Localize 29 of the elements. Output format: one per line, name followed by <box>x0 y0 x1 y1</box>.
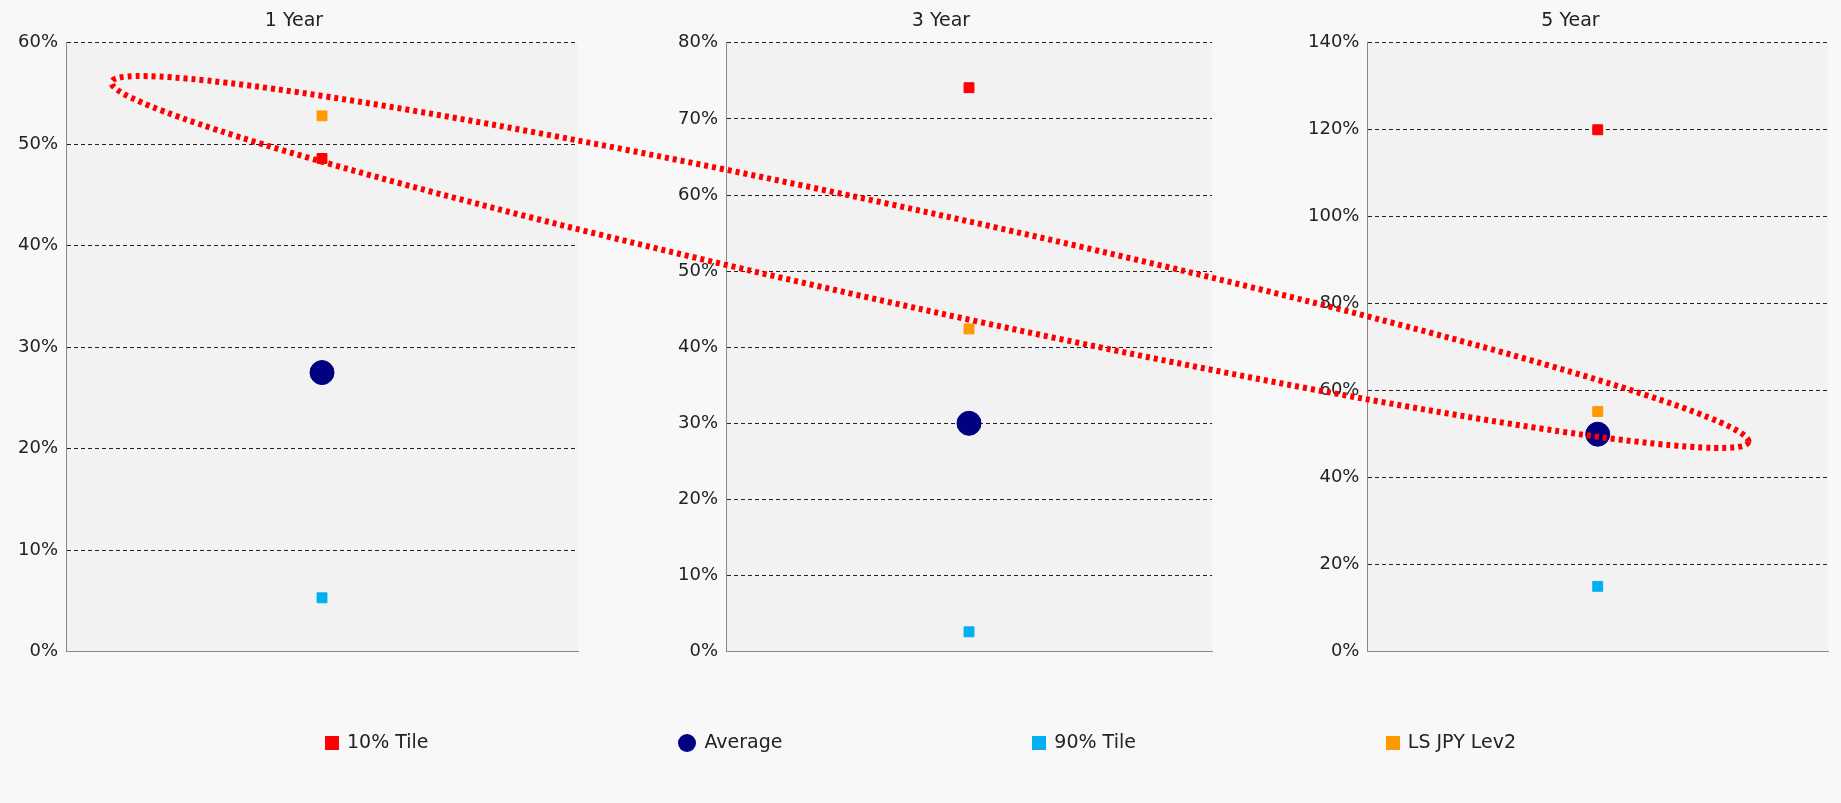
y-tick-label: 30% <box>17 334 59 356</box>
legend-label: 10% Tile <box>345 730 429 752</box>
y-tick-label: 20% <box>17 436 59 458</box>
y-tick-label: 80% <box>677 30 719 52</box>
y-tick-label: 40% <box>1319 465 1360 487</box>
y-tick-label: 20% <box>1319 552 1360 574</box>
legend-label: LS JPY Lev2 <box>1406 730 1517 752</box>
y-tick-label: 50% <box>17 131 59 153</box>
y-tick-label: 30% <box>677 410 719 432</box>
y-tick-label: 40% <box>17 233 59 255</box>
chart-title: 3 Year <box>911 8 971 31</box>
y-tick-label: 60% <box>17 30 59 52</box>
y-tick-label: 60% <box>677 182 719 204</box>
y-tick-label: 50% <box>677 258 719 280</box>
y-tick-label: 70% <box>677 106 719 128</box>
legend-label: 90% Tile <box>1053 730 1136 752</box>
y-tick-label: 10% <box>677 563 719 585</box>
chart-title: 1 Year <box>264 8 324 31</box>
y-tick-label: 10% <box>17 537 59 559</box>
y-tick-label: 20% <box>677 487 719 509</box>
y-tick-label: 120% <box>1307 117 1360 139</box>
y-tick-label: 140% <box>1307 30 1360 52</box>
y-tick-label: 0% <box>689 639 719 661</box>
y-tick-label: 40% <box>677 334 719 356</box>
y-tick-label: 0% <box>29 639 59 661</box>
chart-title: 5 Year <box>1541 8 1600 31</box>
y-tick-label: 100% <box>1307 204 1360 226</box>
legend-label: Average <box>703 730 783 752</box>
y-tick-label: 0% <box>1330 639 1360 661</box>
